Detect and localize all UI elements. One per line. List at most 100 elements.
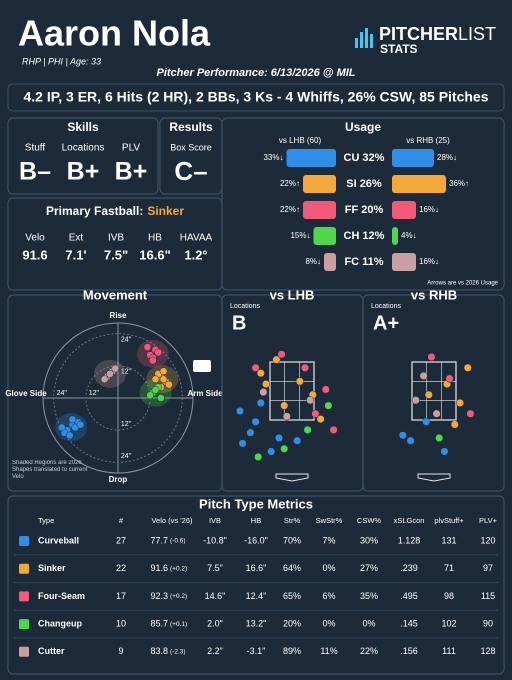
location-point xyxy=(316,415,325,424)
arm-angle-badge xyxy=(193,360,211,372)
table-cell: 7.5" xyxy=(207,563,223,573)
location-point xyxy=(254,452,263,461)
panel-title: Results xyxy=(169,120,213,134)
column-header: SwStr% xyxy=(316,516,343,525)
movement-point xyxy=(151,375,160,384)
fastball-stat: 7.5" xyxy=(104,247,128,262)
player-info: RHP | PHI | Age: 33 xyxy=(22,56,101,66)
table-cell: 9 xyxy=(118,646,123,656)
ring-label: 24" xyxy=(121,453,132,460)
table-cell: 70% xyxy=(283,535,301,545)
panel-title: vs LHB xyxy=(270,287,315,302)
table-cell: 83.8 xyxy=(150,646,168,656)
location-point xyxy=(411,396,420,405)
panel xyxy=(7,495,505,675)
title: Aaron Nola xyxy=(18,13,211,54)
strike-zone xyxy=(411,361,457,421)
ring-label: 12" xyxy=(121,421,132,428)
usage-overall: 32% xyxy=(362,152,384,164)
table-cell: -16.0" xyxy=(244,535,268,545)
logo-bar xyxy=(370,34,373,48)
panel-title: Skills xyxy=(67,120,99,134)
usage-pitch-code: CU xyxy=(344,152,360,164)
table-cell: 92.3 xyxy=(150,591,168,601)
location-point xyxy=(450,420,459,429)
usage-pitch-code: CH xyxy=(344,230,360,242)
movement-point xyxy=(106,370,114,378)
table-cell: 0% xyxy=(322,563,335,573)
fastball-stat: 91.6 xyxy=(22,247,47,262)
location-point xyxy=(251,417,260,426)
location-point xyxy=(246,428,255,437)
location-point xyxy=(256,369,265,378)
usage-value-label: 28%↓ xyxy=(437,153,457,162)
table-cell: 1.128 xyxy=(398,535,421,545)
summary: 4.2 IP, 3 ER, 6 Hits (2 HR), 2 BBs, 3 Ks… xyxy=(23,89,488,105)
usage-value-label: 8%↓ xyxy=(305,257,321,266)
panel xyxy=(362,294,505,492)
movement-point xyxy=(100,375,109,384)
movement-note-box: Shaded Regions are 2026 Shapes translate… xyxy=(12,460,87,480)
pitch-swatch xyxy=(19,536,29,546)
logo-text: PITCHER xyxy=(379,24,458,44)
arm-angle: 18° xyxy=(197,362,208,370)
usage-bar xyxy=(392,253,416,271)
usage-note: Arrows are vs 2026 Usage xyxy=(427,281,498,287)
table-cell: 6% xyxy=(322,591,335,601)
movement-point xyxy=(143,343,152,351)
results-label: Box Score xyxy=(170,142,212,152)
movement-label: Arm Side xyxy=(187,389,223,398)
fastball-label: Primary Fastball: xyxy=(46,204,143,218)
table-cell: 97 xyxy=(483,563,493,573)
table-cell: 64% xyxy=(283,563,301,573)
location-point xyxy=(324,401,333,410)
location-point xyxy=(261,379,271,389)
location-point xyxy=(251,363,260,372)
location-point xyxy=(427,352,436,362)
table-cell: .145 xyxy=(400,618,418,628)
table-cell: 22 xyxy=(116,563,126,573)
table-cell: (-0.6) xyxy=(170,538,186,545)
usage-overall: 11% xyxy=(362,256,384,268)
performance: Pitcher Performance: 6/13/2026 @ MIL xyxy=(156,67,355,79)
location-point xyxy=(445,374,454,383)
locations-label: Locations xyxy=(230,303,260,310)
panel xyxy=(7,117,159,195)
table-cell: 13.2" xyxy=(246,618,267,628)
usage-bar xyxy=(303,175,336,193)
table-cell: (+0.2) xyxy=(170,565,187,572)
usage-bar xyxy=(392,175,446,193)
location-point xyxy=(463,363,472,372)
usage-value-label: 22%↑ xyxy=(280,179,300,188)
movement-point xyxy=(65,431,74,440)
table-cell: 0% xyxy=(362,618,375,628)
location-point xyxy=(280,444,289,453)
usage-header: vs LHB (60) xyxy=(279,136,322,145)
table-cell: 27 xyxy=(116,535,126,545)
location-point xyxy=(267,447,276,456)
usage-pitch-code: FC xyxy=(344,256,359,268)
table-cell: 90 xyxy=(483,618,493,628)
table-cell: 12.4" xyxy=(246,591,267,601)
location-grade: A+ xyxy=(373,312,399,334)
location-point xyxy=(419,371,428,380)
movement-point xyxy=(151,386,160,394)
table-cell: .239 xyxy=(400,563,418,573)
fastball-stat: 7.1' xyxy=(65,247,86,262)
movement-point xyxy=(111,364,120,373)
table-cell: Changeup xyxy=(38,618,83,628)
fastball-stat: 1.2° xyxy=(184,247,207,262)
usage-value-label: 16%↓ xyxy=(419,205,439,214)
location-point xyxy=(466,409,475,418)
location-point xyxy=(398,431,407,440)
pitch-swatch xyxy=(19,646,29,657)
table-cell: 128 xyxy=(480,646,495,656)
column-header: PLV+ xyxy=(479,516,498,525)
column-header: IVB xyxy=(209,516,221,525)
movement-label: Glove Side xyxy=(5,389,47,398)
usage-bar xyxy=(392,227,398,245)
table-cell: 120 xyxy=(480,535,495,545)
location-grade: B xyxy=(232,312,246,334)
location-point xyxy=(238,439,247,448)
logo-bar xyxy=(365,28,368,48)
